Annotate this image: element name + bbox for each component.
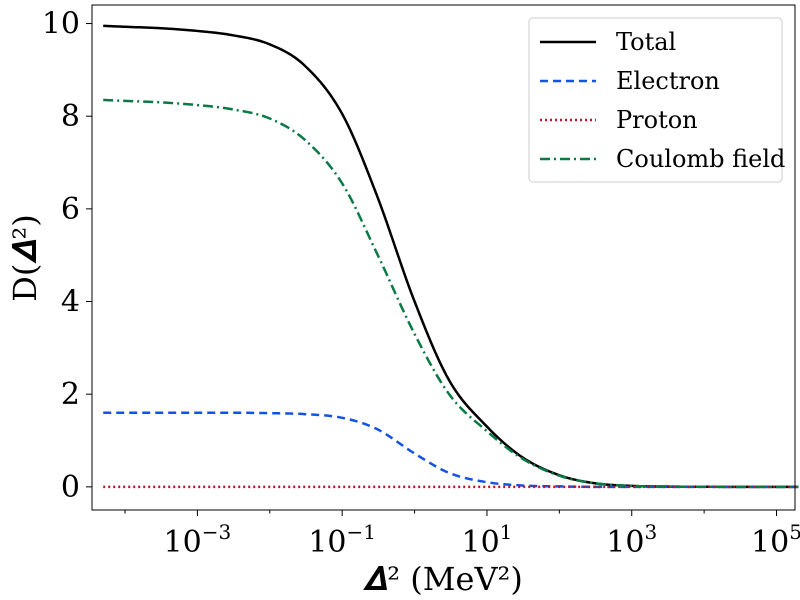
legend: Total Electron Proton Coulomb field bbox=[528, 17, 785, 183]
lines-layer bbox=[103, 24, 799, 489]
y-tick-label: 2 bbox=[61, 377, 80, 412]
legend-box bbox=[528, 17, 783, 183]
x-tick-label: 101 bbox=[461, 520, 512, 560]
legend-label: Electron bbox=[616, 67, 720, 95]
x-tick-label: 10−3 bbox=[164, 520, 232, 560]
y-tick-label: 4 bbox=[61, 285, 80, 320]
series-line-coulomb-field bbox=[103, 98, 799, 489]
ticks-layer: 0 2 4 6 8 10 10−3 10−1 101 103 105 bbox=[42, 7, 800, 560]
y-axis-label: D(𝜟²) bbox=[6, 214, 44, 302]
plot-frame bbox=[91, 4, 796, 511]
y-tick-label: 6 bbox=[61, 192, 80, 227]
legend-label: Coulomb field bbox=[616, 145, 785, 173]
x-tick-label: 10−1 bbox=[308, 520, 376, 560]
y-tick-label: 10 bbox=[42, 7, 80, 42]
x-tick-label: 105 bbox=[751, 520, 800, 560]
x-tick-label: 103 bbox=[606, 520, 657, 560]
legend-label: Proton bbox=[616, 106, 698, 134]
series-line-electron bbox=[103, 411, 799, 489]
legend-label: Total bbox=[616, 28, 676, 56]
y-tick-label: 8 bbox=[61, 99, 80, 134]
y-tick-label: 0 bbox=[61, 470, 80, 505]
x-axis-label: 𝜟² (MeV²) bbox=[363, 560, 523, 598]
